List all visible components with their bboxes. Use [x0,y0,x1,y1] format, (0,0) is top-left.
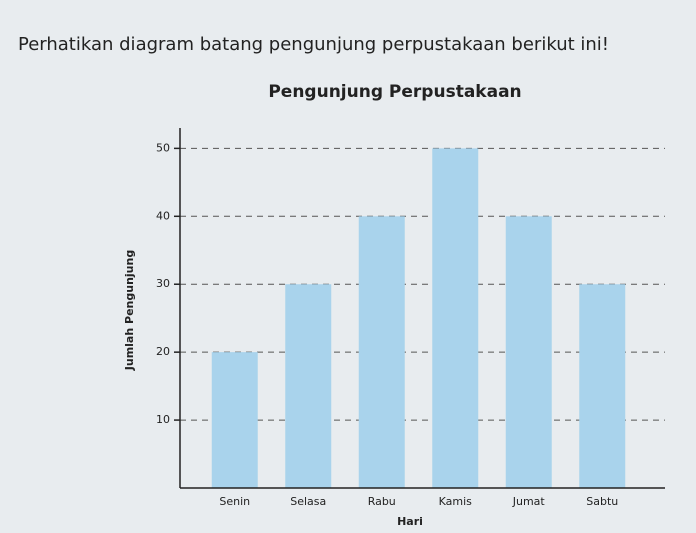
y-axis-label: Jumlah Pengunjung [123,250,136,371]
x-tick-label: Sabtu [586,495,618,508]
bar [358,216,405,488]
x-tick-label: Kamis [439,495,473,508]
x-axis-label: Hari [397,515,423,528]
bar [432,148,479,488]
x-tick-label: Rabu [368,495,396,508]
y-tick-label: 10 [156,413,170,426]
y-tick-label: 40 [156,209,170,222]
y-tick-label: 50 [156,141,170,154]
bar [211,352,258,488]
y-tick-label: 20 [156,345,170,358]
chart-title: Pengunjung Perpustakaan [268,82,521,102]
bar [505,216,552,488]
y-tick-label: 30 [156,277,170,290]
bar [579,284,626,488]
x-tick-label: Selasa [290,495,326,508]
bar [285,284,332,488]
x-tick-label: Jumat [512,495,546,508]
x-tick-label: Senin [219,495,250,508]
question: Perhatikan diagram batang pengunjung per… [18,34,609,55]
